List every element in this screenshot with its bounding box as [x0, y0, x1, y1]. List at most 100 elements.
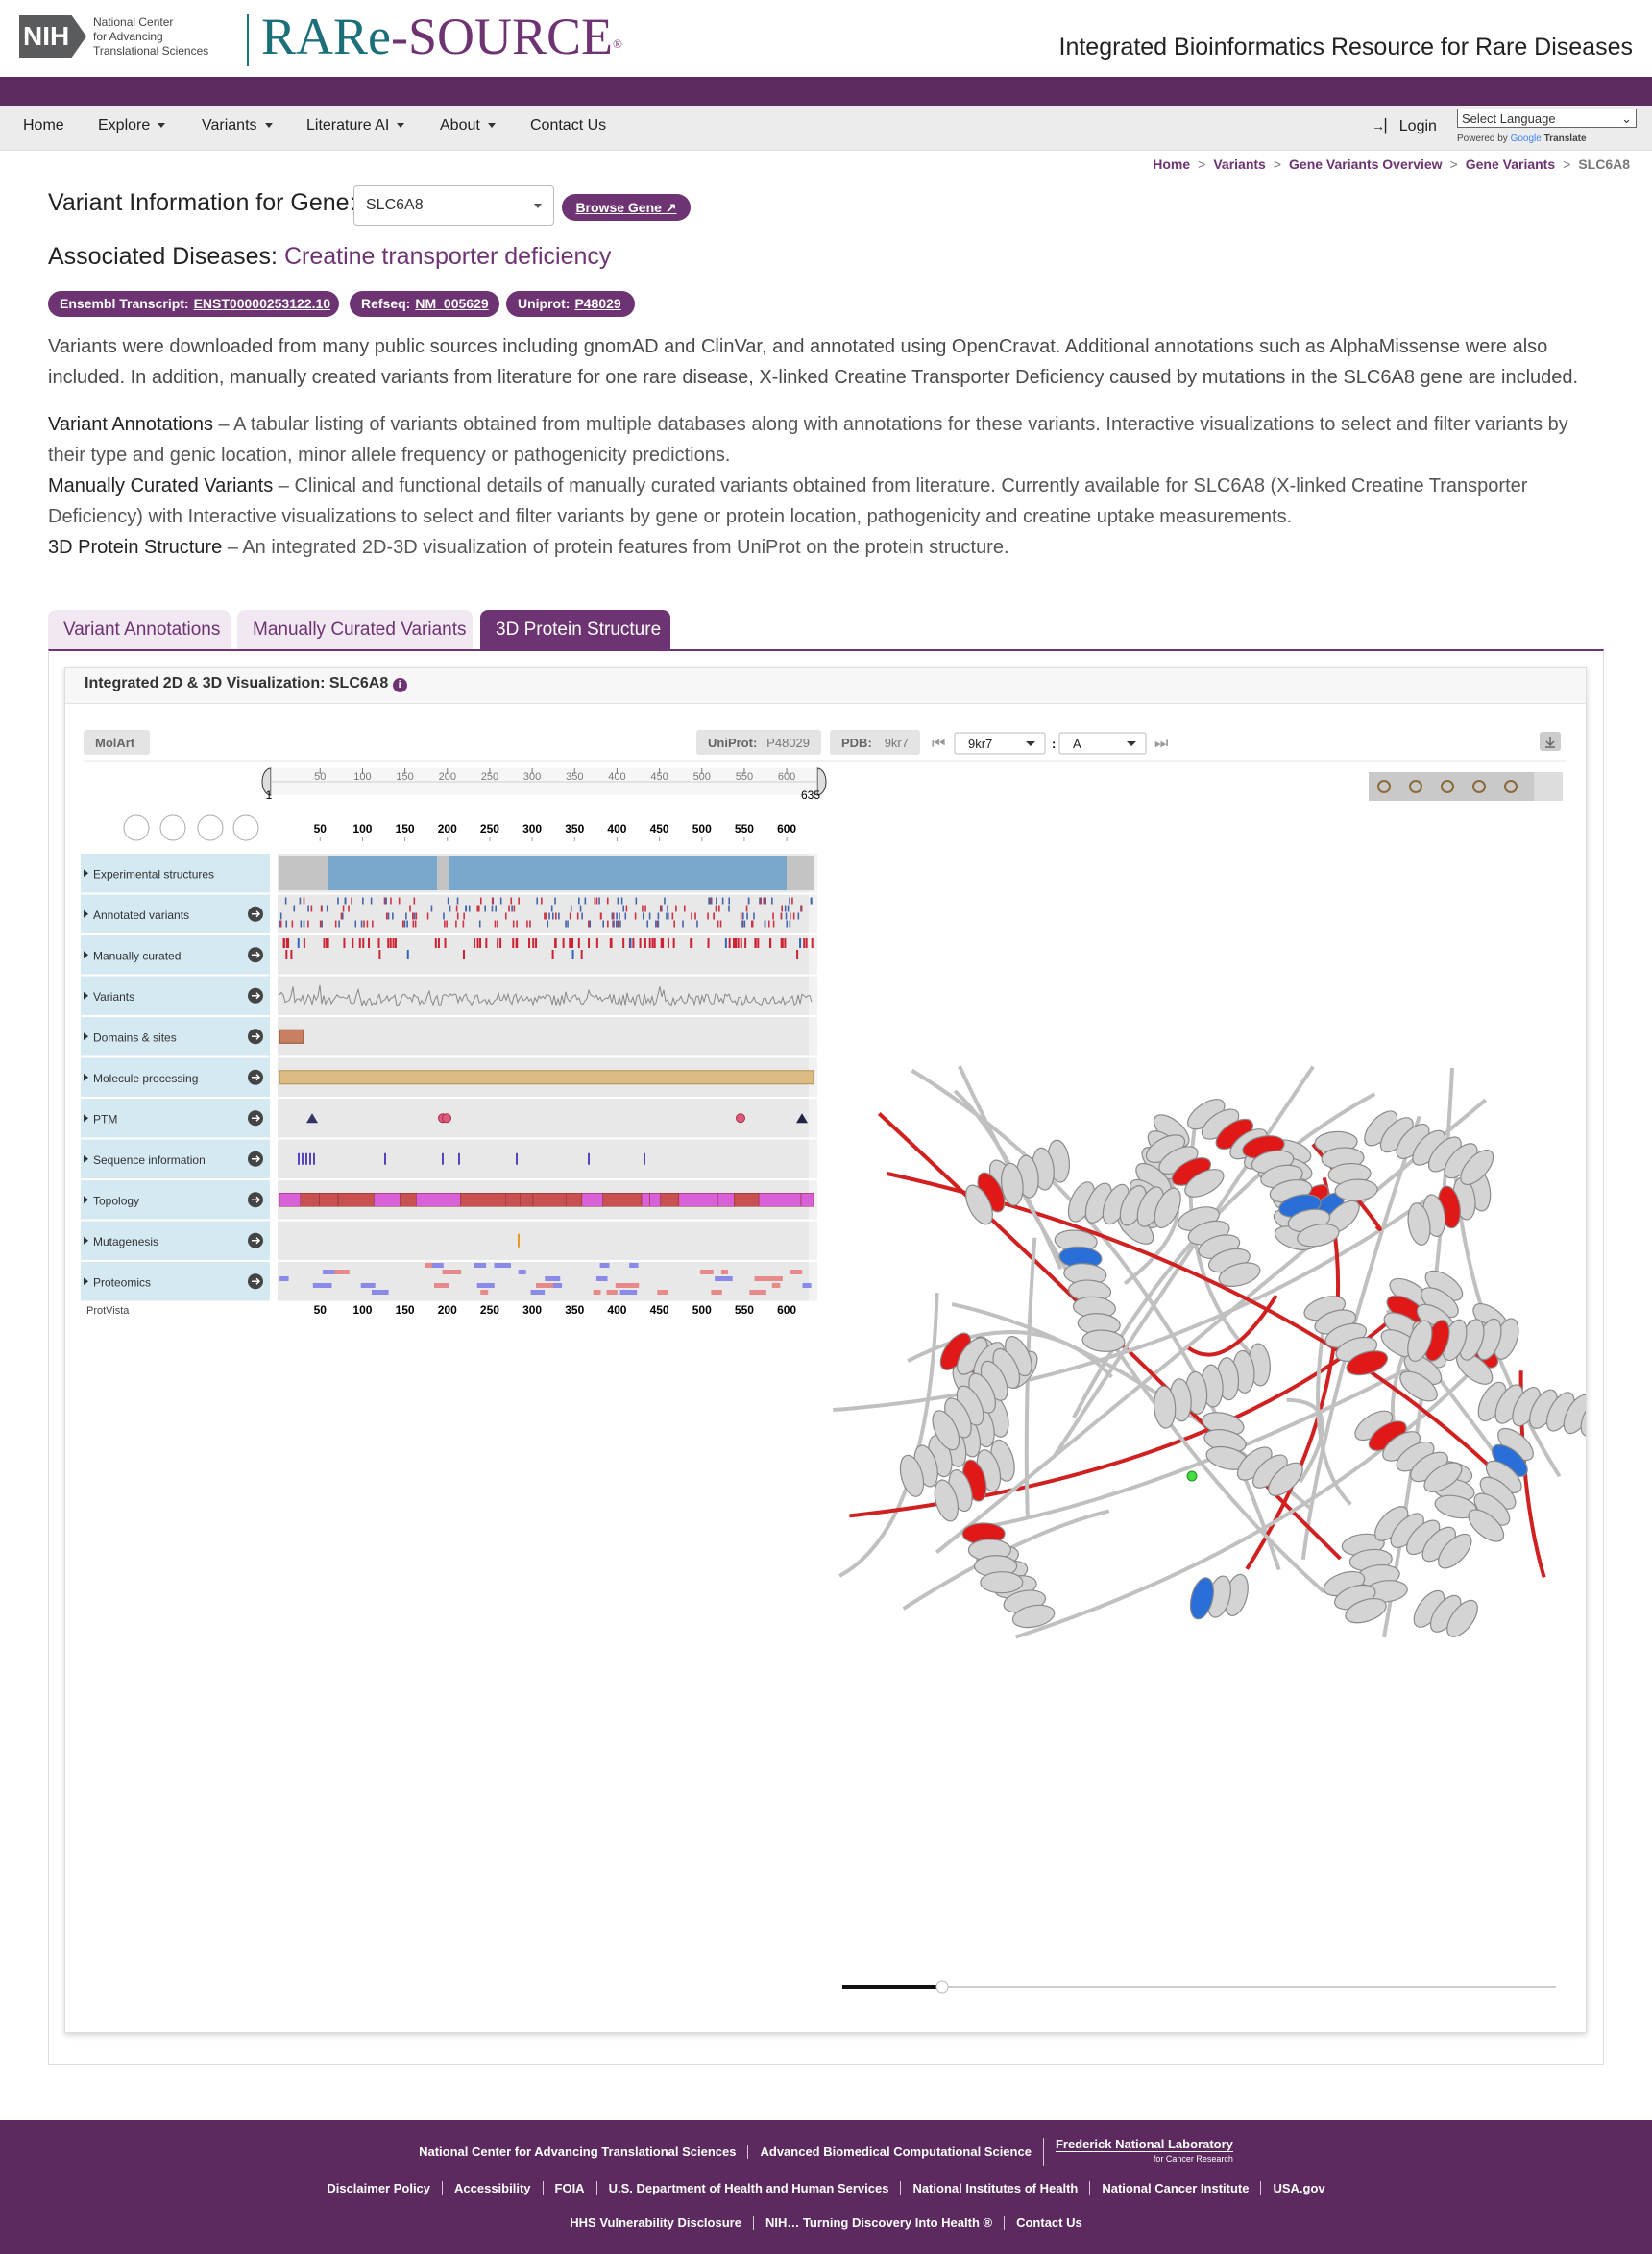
track-label[interactable]: Variants [93, 990, 134, 1004]
footer-link[interactable]: U.S. Department of Health and Human Serv… [595, 2180, 901, 2195]
curated-tick [662, 938, 665, 948]
tab[interactable]: Manually Curated Variants [237, 610, 473, 650]
language-select[interactable]: Select Language ⌄ [1457, 109, 1637, 128]
login[interactable]: →▏ Login [1372, 118, 1437, 134]
footer-link[interactable]: HHS Vulnerability Disclosure [570, 2215, 741, 2230]
fnl-logo[interactable]: Frederick National Laboratory for Cancer … [1042, 2137, 1245, 2166]
variant-tick [548, 912, 550, 920]
track-label-bg [81, 1057, 270, 1097]
nav-item[interactable]: Explore [98, 117, 166, 134]
curated-tick [667, 938, 669, 948]
nav-item[interactable]: About [440, 117, 496, 134]
helix-turn [1011, 1604, 1056, 1629]
browse-gene-button[interactable]: Browse Gene ↗ [562, 194, 691, 221]
uniprot-box-value: P48029 [766, 736, 810, 750]
helix-turn [1468, 1509, 1505, 1542]
track-label[interactable]: Topology [93, 1194, 139, 1207]
track-label[interactable]: Molecule processing [93, 1072, 198, 1085]
nav-item[interactable]: Literature AI [306, 117, 405, 134]
variant-tick [789, 920, 791, 928]
breadcrumb-item[interactable]: Gene Variants Overview [1289, 157, 1443, 172]
protvista-label[interactable]: ProtVista [86, 1305, 130, 1317]
breadcrumb-item[interactable]: Gene Variants [1465, 157, 1556, 172]
protvista-tool[interactable] [123, 814, 150, 841]
track-arrow [252, 1074, 261, 1081]
curated-tick [632, 938, 635, 948]
track-label[interactable]: Mutagenesis [93, 1235, 158, 1248]
curated-tick [434, 938, 437, 948]
disease-link[interactable]: Creatine transporter deficiency [283, 243, 612, 270]
variant-tick [696, 920, 698, 928]
pdb-select[interactable] [954, 732, 1046, 755]
breadcrumb-item[interactable]: Home [1153, 157, 1191, 172]
track-label[interactable]: Experimental structures [93, 867, 214, 881]
variant-tick [284, 897, 287, 905]
variant-tick [717, 920, 719, 928]
footer-link[interactable]: Accessibility [442, 2180, 543, 2195]
protvista-tool[interactable] [232, 814, 259, 841]
viewer-tool[interactable] [1504, 780, 1518, 793]
track-label[interactable]: Domains & sites [93, 1030, 177, 1044]
variant-tick [516, 920, 518, 928]
footer-link[interactable]: National Cancer Institute [1089, 2180, 1260, 2195]
curated-tick [387, 938, 390, 948]
variant-tick [504, 912, 507, 920]
molart-button-label: MolArt [95, 736, 135, 750]
nav-item[interactable]: Home [23, 117, 64, 134]
footer-link[interactable]: FOIA [542, 2180, 596, 2195]
track-label[interactable]: PTM [93, 1112, 117, 1126]
uniprot-box-label: UniProt: [708, 736, 757, 750]
protvista-tool[interactable] [197, 814, 224, 841]
brand[interactable]: RARe-SOURCE® [261, 8, 622, 65]
footer-link[interactable]: NIH… Turning Discovery Into Health ® [752, 2215, 1004, 2230]
footer-link[interactable]: National Center for Advancing Translatio… [419, 2144, 737, 2159]
tab[interactable]: 3D Protein Structure [480, 610, 670, 650]
badge-link[interactable]: NM_005629 [415, 296, 489, 311]
variant-tick [499, 897, 502, 905]
tab[interactable]: Variant Annotations [48, 610, 231, 650]
nih-logo[interactable]: NIH [19, 15, 86, 58]
variant-tick [518, 897, 520, 905]
uniprot-box [696, 730, 821, 755]
badge-link[interactable]: ENST00000253122.10 [193, 296, 331, 311]
footer-link[interactable]: USA.gov [1260, 2180, 1336, 2195]
variant-tick [589, 920, 592, 928]
track-arrow [252, 1032, 261, 1040]
nav-item[interactable]: Variants [202, 117, 273, 134]
variant-tick [334, 920, 337, 928]
peptide [518, 1270, 526, 1274]
loop [1300, 1115, 1421, 1560]
translate-text[interactable]: Translate [1543, 133, 1587, 144]
track-arrow [252, 1196, 261, 1203]
footer-link[interactable]: Contact Us [1004, 2215, 1094, 2230]
viewer-tool[interactable] [1377, 780, 1391, 793]
variant-tick [444, 920, 446, 928]
nav-item[interactable]: Contact Us [530, 117, 606, 134]
breadcrumb-item[interactable]: Variants [1213, 157, 1266, 172]
curated-tick [734, 938, 737, 948]
peptide [425, 1263, 439, 1268]
badge-link[interactable]: P48029 [574, 296, 621, 311]
protvista-tool[interactable] [159, 814, 186, 841]
sequence-tick [298, 1152, 300, 1165]
chain-select[interactable] [1058, 732, 1147, 755]
track-label[interactable]: Annotated variants [93, 909, 189, 922]
description: Variant Annotations – A tabular listing … [48, 409, 1604, 471]
variant-tick [413, 912, 416, 920]
viewer-tool[interactable] [1441, 780, 1454, 793]
footer-link[interactable]: Disclaimer Policy [327, 2180, 431, 2195]
footer-link[interactable]: National Institutes of Health [900, 2180, 1089, 2195]
structure-3d[interactable] [833, 1065, 1586, 1641]
track-label[interactable]: Sequence information [93, 1153, 206, 1167]
gene-select[interactable]: SLC6A8 [353, 185, 554, 226]
footer-link[interactable]: Advanced Biomedical Computational Scienc… [747, 2144, 1042, 2159]
track-label[interactable]: Manually curated [93, 949, 181, 962]
variant-tick [386, 912, 388, 920]
viewer-tool[interactable] [1409, 780, 1422, 793]
track-label[interactable]: Proteomics [93, 1275, 151, 1289]
track-label-bg [81, 854, 270, 893]
viewer-reset[interactable] [1534, 772, 1563, 801]
viewer-tool[interactable] [1472, 780, 1486, 793]
slider-knob[interactable] [935, 1980, 949, 1994]
variant-tick [642, 912, 644, 920]
